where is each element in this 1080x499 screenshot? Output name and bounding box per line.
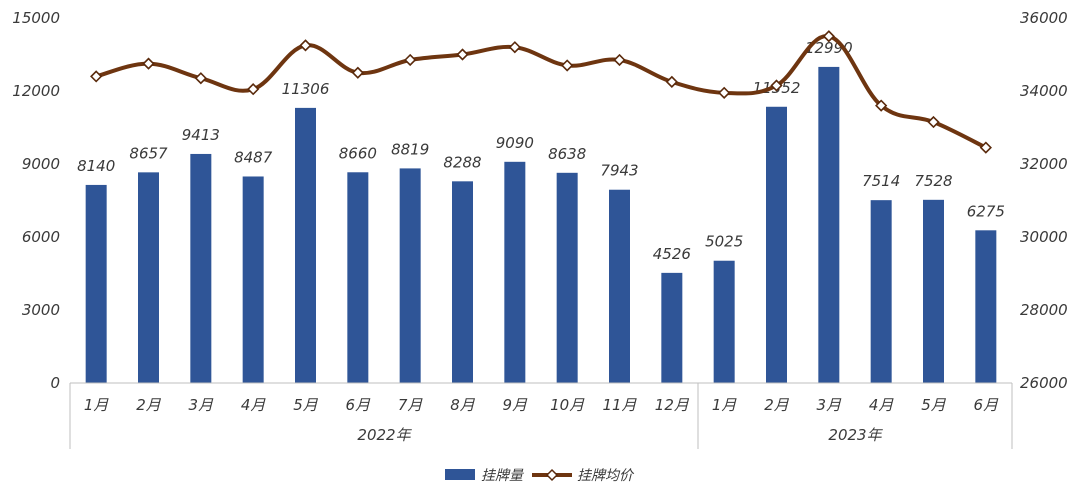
right-axis-tick-label: 36000 bbox=[1020, 9, 1068, 27]
bar bbox=[870, 200, 892, 383]
bar bbox=[661, 272, 683, 383]
line-series bbox=[90, 30, 992, 154]
line-point bbox=[194, 72, 207, 85]
bar-data-label: 7514 bbox=[862, 172, 900, 190]
line-point bbox=[142, 57, 155, 70]
x-tick-label: 6月 bbox=[346, 396, 372, 414]
bar-data-label: 8660 bbox=[339, 144, 377, 162]
x-tick-label: 7月 bbox=[398, 396, 424, 414]
x-tick-label: 8月 bbox=[450, 396, 476, 414]
legend-marker-line bbox=[545, 468, 559, 482]
bar-data-label: 9413 bbox=[182, 126, 220, 144]
bar-data-label: 8288 bbox=[443, 153, 481, 171]
legend-label-bars: 挂牌量 bbox=[481, 468, 525, 484]
bar bbox=[923, 199, 944, 383]
line-point bbox=[508, 41, 521, 54]
line-point bbox=[875, 99, 888, 112]
legend-swatch-bars bbox=[445, 469, 475, 480]
left-axis-tick-label: 12000 bbox=[12, 82, 60, 100]
x-tick-label: 12月 bbox=[655, 396, 690, 414]
bar bbox=[85, 184, 107, 383]
bar-data-label: 7528 bbox=[914, 172, 952, 190]
bar-data-label: 9090 bbox=[496, 134, 534, 152]
x-tick-label: 10月 bbox=[550, 396, 585, 414]
line-point bbox=[561, 59, 574, 72]
group-label: 2022年 bbox=[357, 426, 412, 444]
right-axis: 26000 28000 30000 32000 34000 36000 bbox=[1020, 9, 1068, 392]
bar bbox=[190, 153, 212, 383]
bar-data-label: 8638 bbox=[548, 145, 586, 163]
bar-data-label: 4526 bbox=[653, 245, 691, 263]
line-point bbox=[351, 66, 364, 79]
line-point bbox=[665, 75, 678, 89]
line-point bbox=[979, 141, 992, 154]
bar-data-label: 8657 bbox=[129, 144, 168, 162]
x-tick-label: 5月 bbox=[293, 396, 319, 414]
left-axis: 0 3000 6000 9000 12000 15000 bbox=[12, 9, 60, 392]
line-point bbox=[90, 70, 103, 83]
bar-data-labels: 8140 8657 9413 8487 11306 8660 8819 8288 9090 863… bbox=[77, 39, 1005, 263]
bar bbox=[713, 260, 735, 383]
x-tick-label: 2月 bbox=[764, 396, 790, 414]
line-point bbox=[456, 48, 469, 61]
bar-series bbox=[85, 66, 997, 384]
line-point bbox=[613, 53, 626, 67]
x-tick-label: 2月 bbox=[136, 396, 162, 414]
bar-data-label: 8487 bbox=[234, 148, 273, 166]
legend-label-line: 挂牌均价 bbox=[577, 468, 635, 484]
x-tick-label: 4月 bbox=[241, 396, 267, 414]
x-tick-label: 6月 bbox=[974, 396, 1000, 414]
x-tick-label: 4月 bbox=[869, 396, 895, 414]
bar bbox=[347, 172, 369, 383]
bar-data-label: 7943 bbox=[600, 162, 638, 180]
right-axis-tick-label: 26000 bbox=[1020, 374, 1068, 392]
bar bbox=[504, 161, 526, 383]
line-point bbox=[822, 30, 835, 43]
bar bbox=[609, 189, 630, 383]
bar bbox=[556, 172, 578, 383]
x-axis: 1月 2月 3月 4月 5月 6月 7月 8月 9月 10月 11月 12月 1月 2月 3月 4月 5月 6月 2… bbox=[69, 382, 1013, 449]
bar-data-label: 8140 bbox=[77, 157, 115, 175]
bar bbox=[818, 66, 840, 383]
bar bbox=[975, 230, 997, 383]
x-tick-label: 3月 bbox=[189, 396, 215, 414]
x-tick-label: 1月 bbox=[84, 396, 110, 414]
left-axis-tick-label: 15000 bbox=[12, 9, 60, 27]
line-point bbox=[718, 86, 731, 99]
bar-data-label: 8819 bbox=[391, 140, 429, 158]
left-axis-tick-label: 0 bbox=[50, 374, 60, 392]
x-tick-label: 3月 bbox=[817, 396, 843, 414]
x-tick-label: 9月 bbox=[503, 396, 529, 414]
line-point bbox=[770, 79, 783, 92]
line-point bbox=[927, 115, 940, 129]
legend: 挂牌量 挂牌均价 bbox=[445, 468, 635, 484]
line-point bbox=[404, 53, 417, 67]
x-tick-label: 5月 bbox=[921, 396, 947, 414]
bar bbox=[242, 176, 264, 383]
bar-data-label: 11306 bbox=[282, 80, 330, 98]
bar bbox=[295, 107, 316, 384]
right-axis-tick-label: 34000 bbox=[1020, 82, 1068, 100]
left-axis-tick-label: 6000 bbox=[22, 228, 60, 246]
bar bbox=[138, 172, 159, 383]
x-tick-label: 1月 bbox=[712, 396, 738, 414]
line-point bbox=[247, 83, 260, 96]
bar bbox=[399, 168, 421, 383]
bar bbox=[766, 106, 787, 383]
bar-data-label: 6275 bbox=[967, 202, 1005, 220]
bar-data-label: 5025 bbox=[705, 233, 743, 251]
bar bbox=[452, 181, 473, 383]
left-axis-tick-label: 9000 bbox=[22, 155, 60, 173]
right-axis-tick-label: 28000 bbox=[1020, 301, 1068, 319]
x-tick-label: 11月 bbox=[602, 396, 637, 414]
right-axis-tick-label: 30000 bbox=[1020, 228, 1068, 246]
right-axis-tick-label: 32000 bbox=[1020, 155, 1068, 173]
line-point bbox=[299, 39, 312, 52]
group-label: 2023年 bbox=[828, 426, 883, 444]
left-axis-tick-label: 3000 bbox=[22, 301, 60, 319]
